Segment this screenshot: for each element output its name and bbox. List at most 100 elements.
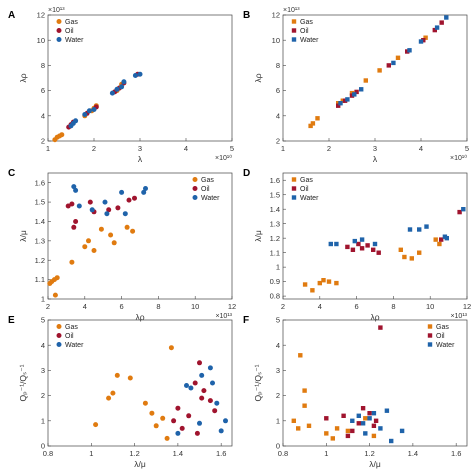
x-tick-label: 1.4 bbox=[408, 449, 418, 458]
plot-area bbox=[47, 319, 233, 447]
series-water bbox=[328, 207, 466, 247]
data-point bbox=[356, 241, 361, 247]
data-point bbox=[73, 219, 79, 224]
data-point bbox=[164, 435, 170, 441]
data-point bbox=[418, 39, 424, 44]
y-tick-label: 1.1 bbox=[270, 248, 280, 257]
data-point bbox=[434, 25, 440, 30]
data-point bbox=[444, 15, 449, 20]
data-point bbox=[65, 203, 71, 209]
legend-marker-water bbox=[56, 37, 62, 42]
data-point bbox=[377, 68, 382, 73]
legend-label-water: Water bbox=[65, 37, 84, 44]
x-tick-label: 1 bbox=[281, 144, 285, 153]
data-point bbox=[321, 278, 326, 283]
x-tick-label: 8 bbox=[156, 302, 160, 311]
legend: Gas Oil Water bbox=[427, 324, 455, 349]
data-point bbox=[188, 385, 194, 391]
panel-d: D 2 4 6 8 10 12 0.8 0.9 1 1.1 1.2 1.3 1.4 1.5 1.6 ×10¹³ λ… bbox=[243, 168, 471, 322]
legend-marker-gas bbox=[291, 19, 297, 24]
y-tick-label: 0 bbox=[276, 442, 280, 451]
data-point bbox=[371, 433, 377, 439]
data-point bbox=[69, 201, 75, 207]
data-point bbox=[371, 423, 377, 428]
data-point bbox=[359, 87, 364, 92]
series-gas bbox=[291, 353, 377, 441]
series-oil bbox=[336, 20, 444, 108]
legend-marker-oil bbox=[291, 28, 297, 33]
data-point bbox=[141, 189, 147, 195]
data-point bbox=[108, 232, 114, 238]
data-point bbox=[122, 211, 128, 217]
data-point bbox=[405, 49, 410, 54]
data-point bbox=[352, 238, 357, 244]
data-point bbox=[296, 426, 301, 431]
y-tick-label: 2 bbox=[276, 391, 280, 400]
data-point bbox=[82, 112, 88, 117]
x-tick-label: 1 bbox=[46, 144, 50, 153]
data-point bbox=[336, 103, 341, 108]
x-tick-label: 0.8 bbox=[278, 449, 288, 458]
series-oil bbox=[324, 325, 383, 439]
series-oil bbox=[345, 209, 462, 255]
legend-label-gas: Gas bbox=[436, 324, 449, 331]
x-tick-label: 2 bbox=[46, 302, 50, 311]
data-point bbox=[336, 101, 341, 106]
data-point bbox=[212, 408, 218, 414]
panel-c: C 2 4 6 8 10 12 1 1.1 1.2 1.3 1.4 1.5 1.6 ×10¹³ λρ λ/μ Ga… bbox=[8, 168, 236, 322]
data-point bbox=[86, 108, 92, 114]
legend: Gas Oil Water bbox=[56, 19, 84, 44]
x-tick-label: 6 bbox=[120, 302, 124, 311]
data-point bbox=[114, 86, 120, 92]
y-tick-label: 4 bbox=[41, 111, 45, 120]
y-axis-label: Qₚ⁻¹/Qₛ⁻¹ bbox=[18, 364, 28, 401]
data-point bbox=[119, 189, 125, 195]
data-point bbox=[363, 431, 368, 436]
data-point bbox=[345, 428, 351, 434]
data-point bbox=[360, 421, 366, 426]
y-tick-label: 5 bbox=[276, 316, 280, 325]
data-point bbox=[302, 403, 307, 408]
data-point bbox=[417, 250, 422, 255]
legend-label-water: Water bbox=[201, 195, 220, 202]
x-tick-label: 12 bbox=[228, 302, 236, 311]
x-tick-label: 1.6 bbox=[216, 449, 226, 458]
data-point bbox=[363, 416, 368, 421]
y-tick-label: 1.3 bbox=[35, 236, 45, 245]
data-point bbox=[207, 398, 213, 404]
x-tick-label: 4 bbox=[419, 144, 423, 153]
data-point bbox=[384, 408, 390, 413]
data-point bbox=[324, 416, 329, 421]
legend-label-gas: Gas bbox=[201, 177, 214, 184]
data-point bbox=[218, 428, 224, 434]
plot-area bbox=[282, 319, 468, 447]
data-point bbox=[124, 224, 130, 230]
x-exponent: ×10¹⁰ bbox=[215, 154, 232, 162]
data-point bbox=[461, 207, 466, 212]
panel-label: A bbox=[8, 10, 15, 21]
data-point bbox=[114, 372, 120, 378]
legend-label-oil: Oil bbox=[300, 186, 309, 193]
data-point bbox=[326, 279, 332, 284]
x-axis-label: λ bbox=[138, 154, 143, 164]
data-point bbox=[349, 90, 355, 96]
x-tick-label: 10 bbox=[426, 302, 434, 311]
y-tick-label: 1 bbox=[276, 263, 280, 272]
y-tick-label: 1.2 bbox=[270, 234, 280, 243]
y-tick-label: 3 bbox=[41, 366, 45, 375]
panel-f: F 0.8 1 1.2 1.4 1.6 0 1 2 3 4 5 λ/μ Qₚ⁻¹/Qₛ⁻¹ Gas Oil Wa… bbox=[243, 315, 468, 469]
data-point bbox=[407, 48, 412, 53]
data-point bbox=[168, 345, 174, 351]
data-point bbox=[356, 413, 361, 418]
data-point bbox=[354, 89, 359, 95]
legend-label-gas: Gas bbox=[65, 19, 78, 26]
data-point bbox=[315, 116, 320, 121]
data-point bbox=[457, 209, 462, 215]
data-point bbox=[373, 418, 379, 423]
y-tick-label: 1.5 bbox=[270, 190, 280, 199]
data-point bbox=[365, 243, 370, 248]
data-point bbox=[121, 79, 127, 85]
data-point bbox=[197, 420, 202, 426]
legend-marker-gas bbox=[56, 324, 62, 329]
